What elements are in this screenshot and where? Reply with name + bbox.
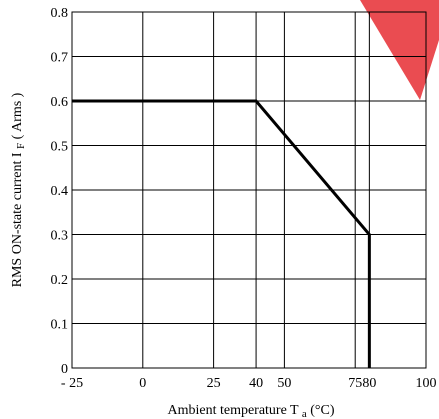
x-tick-label: 40 [249, 376, 263, 391]
x-tick-label: - 25 [61, 376, 83, 391]
x-axis-ticks: - 25 0 25 40 50 75 80 100 [61, 376, 437, 391]
x-axis-label-unit: (°C) [310, 403, 335, 418]
grid [71, 11, 427, 369]
y-tick-label: 0.8 [51, 6, 69, 21]
y-tick-label: 0 [61, 362, 68, 377]
x-axis-label: Ambient temperature T a (°C) [167, 403, 334, 419]
x-tick-label: 75 [348, 376, 362, 391]
x-tick-label: 100 [416, 376, 437, 391]
y-tick-label: 0.1 [51, 318, 69, 333]
y-tick-label: 0.5 [51, 140, 69, 155]
plot-frame [71, 11, 427, 369]
y-tick-label: 0.6 [51, 95, 69, 110]
series-line [72, 99, 371, 368]
y-axis-label: RMS ON-state current I F ( Arms ) [10, 92, 28, 287]
x-tick-label: 50 [277, 376, 291, 391]
y-axis-label-sub: F [15, 143, 27, 149]
y-tick-label: 0.7 [51, 51, 69, 66]
y-tick-label: 0.2 [51, 273, 69, 288]
y-axis-label-unit: ( Arms ) [10, 92, 25, 139]
x-tick-label: 25 [207, 376, 221, 391]
x-axis-label-main: Ambient temperature T [167, 403, 299, 418]
x-tick-label: 80 [362, 376, 376, 391]
y-tick-label: 0.4 [51, 184, 69, 199]
x-axis-label-sub: a [302, 408, 307, 419]
y-axis-label-main: RMS ON-state current I [10, 152, 25, 287]
y-tick-label: 0.3 [51, 229, 69, 244]
decorative-red-shape [360, 0, 439, 100]
y-axis-ticks: 0 0.1 0.2 0.3 0.4 0.5 0.6 0.7 0.8 [51, 6, 69, 377]
x-tick-label: 0 [139, 376, 146, 391]
